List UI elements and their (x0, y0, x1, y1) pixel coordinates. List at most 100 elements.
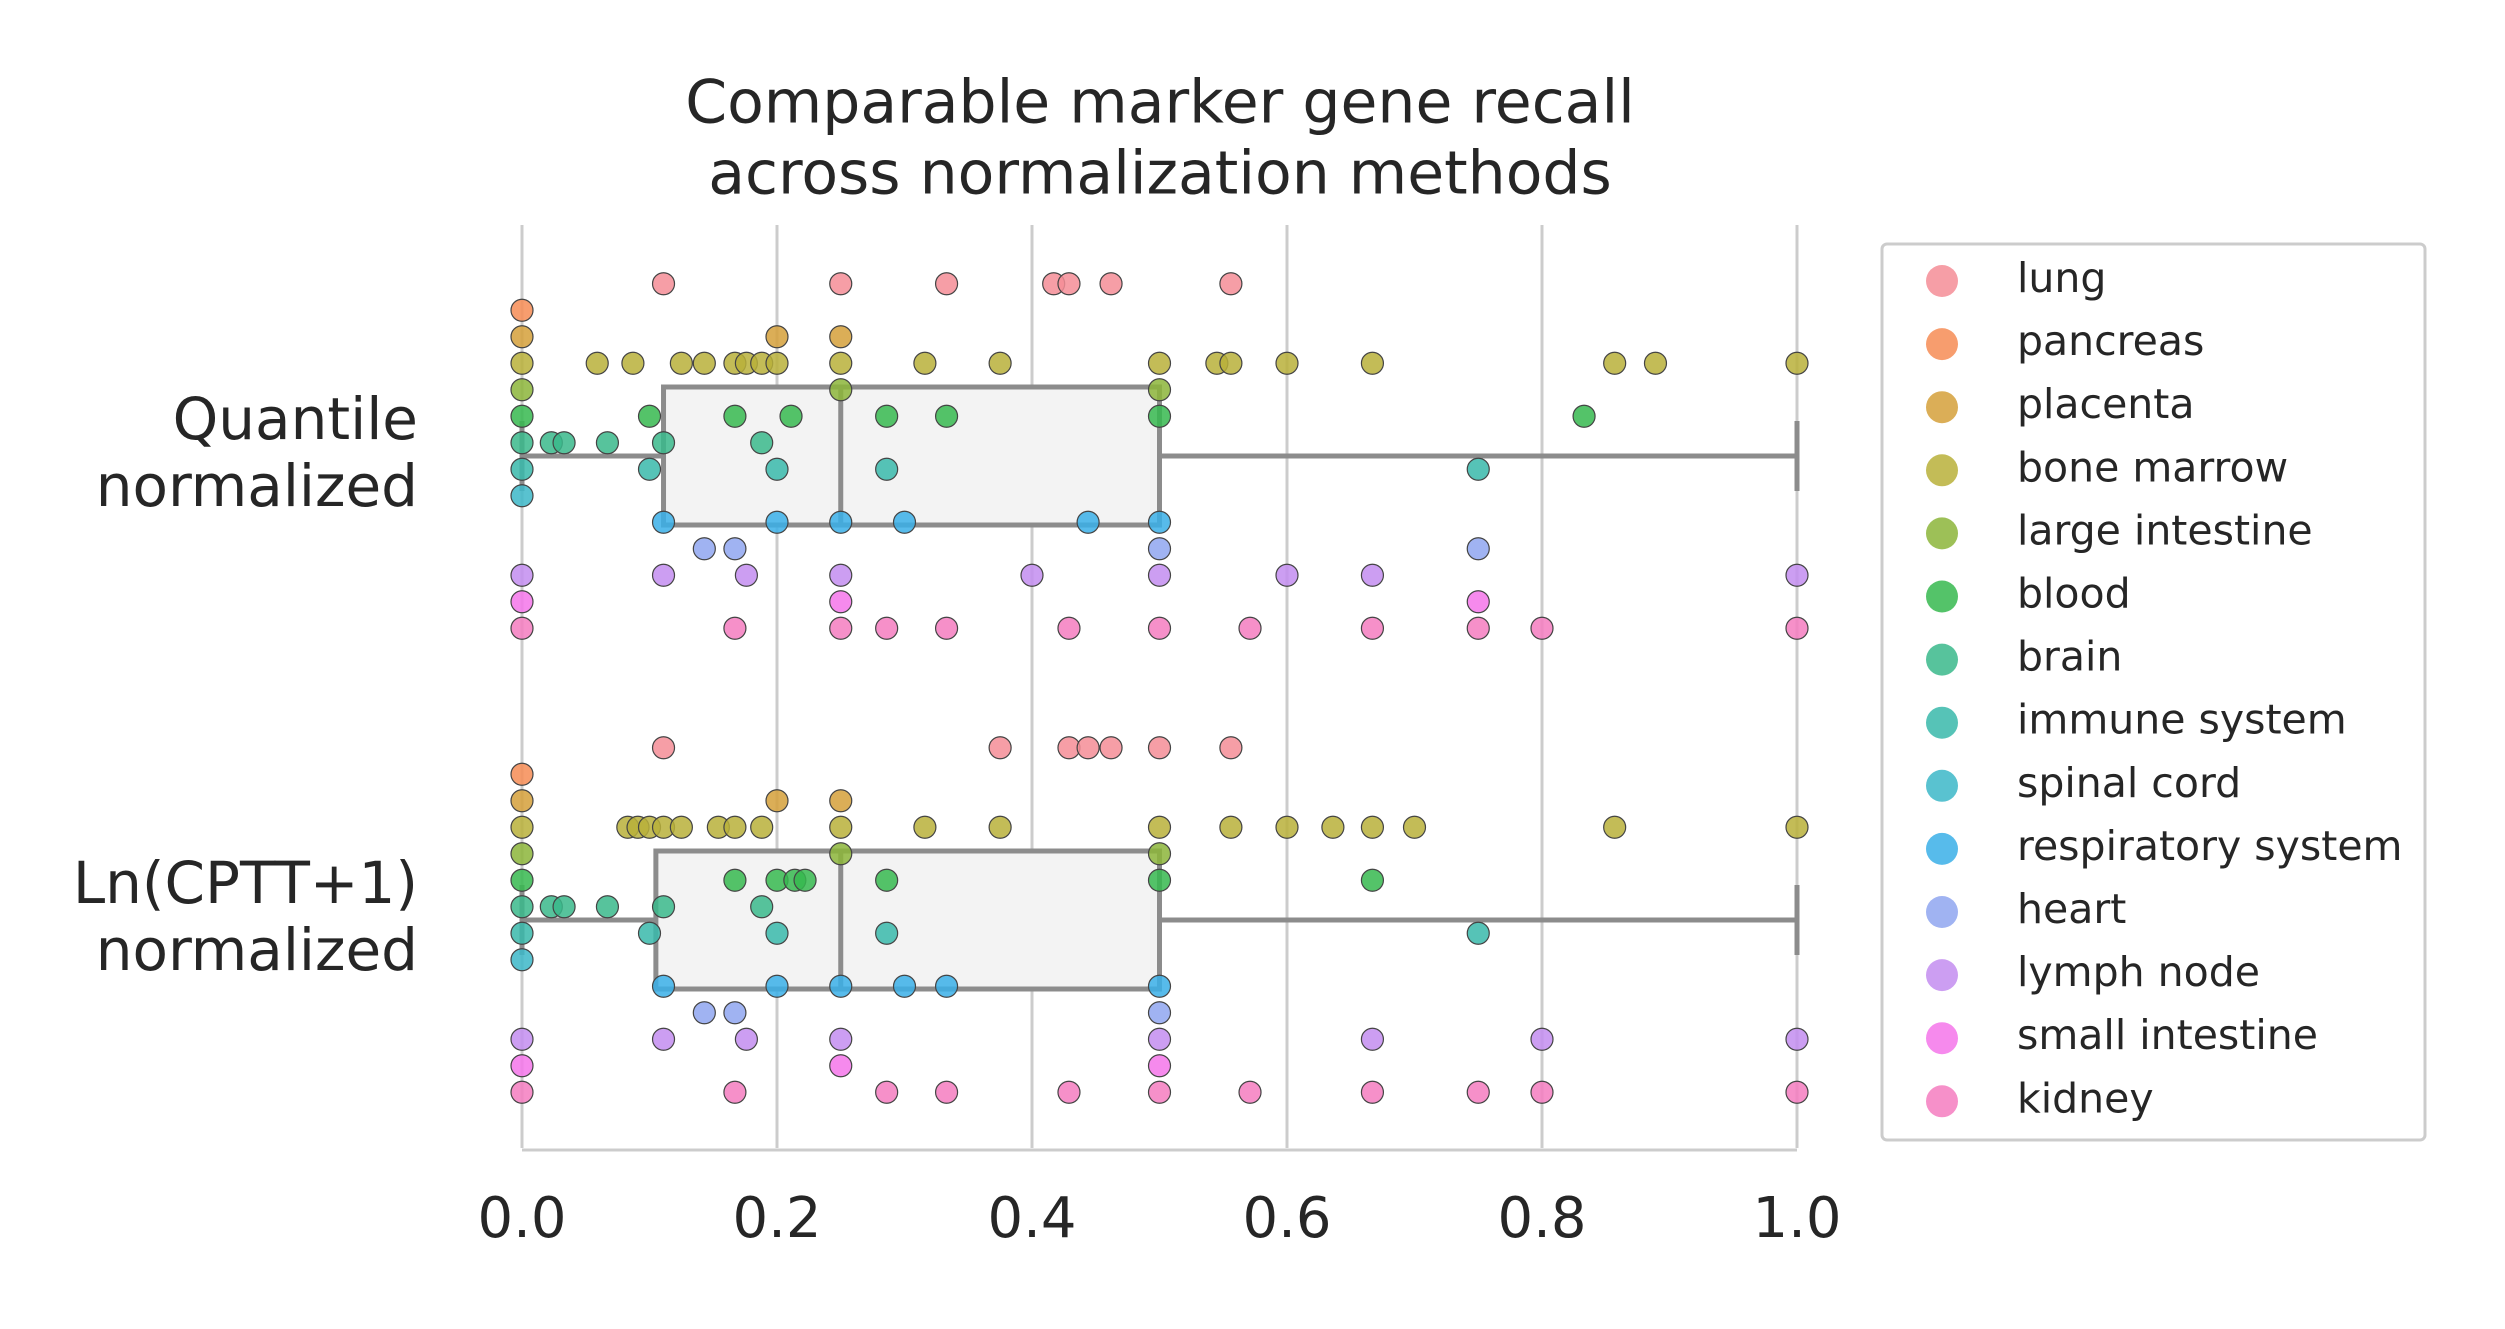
point (1076, 736, 1100, 760)
point (829, 1027, 853, 1051)
x-tick-label: 0.6 (1242, 1186, 1331, 1251)
legend-marker (1926, 328, 1958, 361)
point (723, 868, 747, 892)
point (765, 921, 789, 945)
point (750, 431, 774, 455)
point (651, 736, 676, 760)
point (637, 404, 662, 428)
point (651, 1027, 676, 1051)
point (692, 351, 716, 375)
point (765, 457, 789, 481)
y-tick-label: normalized (96, 916, 418, 984)
point (750, 895, 774, 919)
point (510, 431, 534, 455)
point (510, 404, 534, 428)
point (510, 948, 534, 972)
point (510, 484, 534, 508)
point (1219, 272, 1243, 296)
point (1360, 616, 1385, 640)
point (829, 842, 853, 866)
point (595, 431, 620, 455)
point (829, 378, 853, 402)
point (510, 563, 534, 587)
point (750, 815, 774, 839)
point (875, 404, 899, 428)
point (1219, 351, 1243, 375)
point (1147, 537, 1172, 561)
point (934, 404, 959, 428)
point (892, 510, 917, 534)
point (829, 1054, 853, 1078)
point (934, 616, 959, 640)
point (510, 616, 534, 640)
point (829, 325, 853, 349)
x-tick-label: 0.4 (987, 1186, 1076, 1251)
chart-title: Comparable marker gene recall (685, 68, 1635, 138)
point (913, 815, 937, 839)
point (1057, 1080, 1081, 1104)
point (1785, 1027, 1809, 1051)
legend-marker (1926, 643, 1958, 676)
point (1147, 815, 1172, 839)
point (1147, 868, 1172, 892)
point (1603, 815, 1627, 839)
point (829, 815, 853, 839)
point (510, 1027, 534, 1051)
point (1238, 616, 1262, 640)
legend-frame (1880, 242, 2427, 1142)
point (829, 510, 853, 534)
point (1076, 510, 1100, 534)
point (510, 895, 534, 919)
x-tick-label: 0.8 (1497, 1186, 1586, 1251)
point (793, 868, 817, 892)
legend-label: bone marrow (2017, 443, 2288, 491)
point (510, 378, 534, 402)
point (1147, 563, 1172, 587)
point (1785, 351, 1809, 375)
point (1530, 1080, 1554, 1104)
x-tick-label: 0.0 (477, 1186, 566, 1251)
legend-label: small intestine (2017, 1011, 2318, 1059)
point (829, 616, 853, 640)
legend-label: spinal cord (2017, 759, 2241, 807)
point (1147, 404, 1172, 428)
point (651, 431, 676, 455)
point (510, 298, 534, 322)
point (875, 616, 899, 640)
y-tick-label: Ln(CPTT+1) (73, 849, 418, 917)
point (723, 1001, 747, 1025)
legend-label: blood (2017, 570, 2131, 618)
point (510, 351, 534, 375)
point (1147, 1001, 1172, 1025)
point (669, 815, 693, 839)
point (1530, 1027, 1554, 1051)
point (1643, 351, 1668, 375)
point (934, 1080, 959, 1104)
point (651, 563, 676, 587)
point (1360, 815, 1385, 839)
point (510, 789, 534, 813)
point (723, 616, 747, 640)
point (829, 351, 853, 375)
point (1275, 815, 1299, 839)
point (723, 1080, 747, 1104)
point (1321, 815, 1345, 839)
point (585, 351, 609, 375)
point (875, 921, 899, 945)
point (510, 815, 534, 839)
point (723, 815, 747, 839)
point (1360, 563, 1385, 587)
point (1147, 510, 1172, 534)
point (692, 537, 716, 561)
legend-label: heart (2017, 885, 2126, 933)
point (1147, 378, 1172, 402)
point (1402, 815, 1427, 839)
point (637, 921, 662, 945)
point (552, 431, 576, 455)
point (765, 974, 789, 998)
point (829, 789, 853, 813)
point (651, 510, 676, 534)
legend-label: immune system (2017, 696, 2347, 744)
point (1603, 351, 1627, 375)
legend-marker (1926, 265, 1958, 297)
